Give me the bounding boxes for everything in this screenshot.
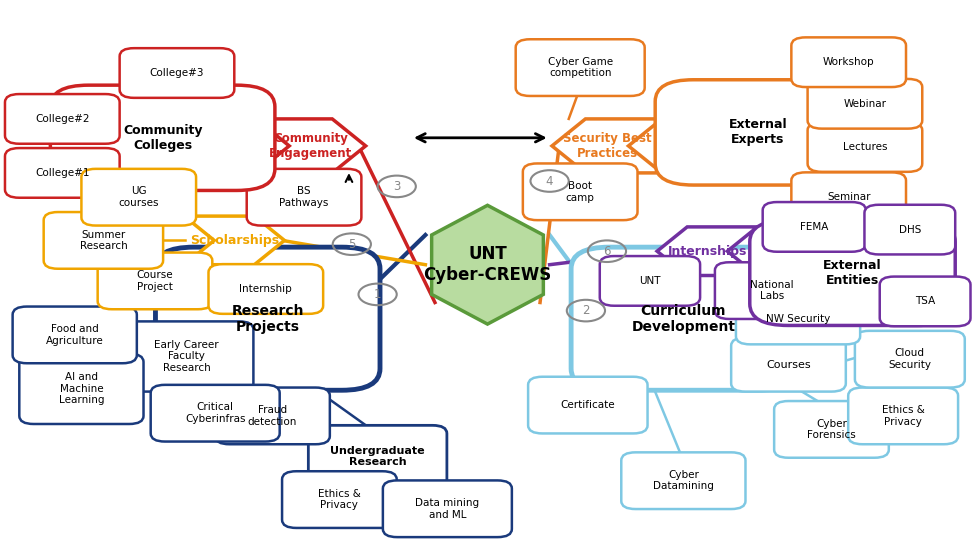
FancyBboxPatch shape [120,321,254,392]
FancyBboxPatch shape [5,94,120,144]
Text: UNT
Cyber-CREWS: UNT Cyber-CREWS [423,245,552,284]
FancyBboxPatch shape [621,452,746,509]
Text: NW Security: NW Security [766,314,830,323]
Text: UG
courses: UG courses [119,186,159,208]
Polygon shape [657,227,758,276]
Text: Summer
Research: Summer Research [80,230,128,251]
Text: 2: 2 [582,304,590,317]
Text: 4: 4 [546,175,554,187]
Text: Courses: Courses [766,360,811,370]
Text: Webinar: Webinar [843,99,886,109]
FancyBboxPatch shape [155,247,380,390]
FancyBboxPatch shape [792,37,906,87]
FancyBboxPatch shape [151,385,280,441]
FancyBboxPatch shape [82,169,196,225]
FancyBboxPatch shape [750,220,956,326]
FancyBboxPatch shape [879,277,970,326]
FancyBboxPatch shape [807,122,922,172]
Text: Cyber Game
competition: Cyber Game competition [548,57,612,78]
Text: UNT: UNT [640,276,661,286]
Text: Fraud
detection: Fraud detection [248,405,297,426]
Text: DHS: DHS [899,225,921,235]
Text: Security Best
Practices: Security Best Practices [563,132,651,160]
FancyBboxPatch shape [98,252,213,309]
Text: College#1: College#1 [35,168,90,178]
Polygon shape [552,119,662,173]
FancyBboxPatch shape [600,256,700,306]
Text: Course
Project: Course Project [136,270,174,291]
FancyBboxPatch shape [792,172,906,222]
FancyBboxPatch shape [523,164,638,220]
Polygon shape [184,216,285,264]
Text: Cyber
Datamining: Cyber Datamining [653,470,714,491]
Text: External
Experts: External Experts [728,118,787,147]
FancyBboxPatch shape [247,169,362,225]
Text: Cyber
Forensics: Cyber Forensics [807,419,856,440]
FancyBboxPatch shape [731,338,845,392]
Text: Boot
camp: Boot camp [566,181,595,203]
FancyBboxPatch shape [655,80,861,185]
Text: Lectures: Lectures [842,142,887,152]
Text: College#3: College#3 [150,68,204,78]
FancyBboxPatch shape [762,202,866,252]
FancyBboxPatch shape [383,480,512,537]
FancyBboxPatch shape [215,387,330,444]
Polygon shape [255,119,366,173]
FancyBboxPatch shape [282,471,397,528]
Text: 1: 1 [373,288,381,301]
Text: Internship: Internship [240,284,292,294]
Polygon shape [432,206,543,324]
Text: FEMA: FEMA [800,222,829,232]
Text: Ethics &
Privacy: Ethics & Privacy [318,489,361,510]
Text: National
Labs: National Labs [751,280,794,301]
FancyBboxPatch shape [865,205,956,255]
FancyBboxPatch shape [209,264,323,314]
Text: BS
Pathways: BS Pathways [280,186,329,208]
FancyBboxPatch shape [774,401,889,458]
Text: Certificate: Certificate [561,400,615,410]
FancyBboxPatch shape [13,306,136,363]
Text: Internships: Internships [668,245,747,258]
Text: Data mining
and ML: Data mining and ML [415,498,480,520]
Text: Seminar: Seminar [827,192,871,202]
Text: College#2: College#2 [35,114,90,124]
FancyBboxPatch shape [308,425,447,488]
Text: AI and
Machine
Learning: AI and Machine Learning [58,372,104,406]
FancyBboxPatch shape [848,387,958,444]
Text: Community
Colleges: Community Colleges [123,124,203,152]
FancyBboxPatch shape [5,148,120,198]
FancyBboxPatch shape [20,354,143,424]
FancyBboxPatch shape [120,48,234,98]
FancyBboxPatch shape [807,79,922,128]
FancyBboxPatch shape [715,262,830,319]
Text: Cloud
Security: Cloud Security [888,348,931,370]
Text: Early Career
Faculty
Research: Early Career Faculty Research [154,340,218,373]
Text: Workshop: Workshop [823,57,875,67]
FancyBboxPatch shape [516,39,644,96]
Text: Food and
Agriculture: Food and Agriculture [46,324,103,345]
Text: 5: 5 [348,237,356,251]
Text: Scholarships: Scholarships [190,234,279,247]
Text: Undergraduate
Research: Undergraduate Research [331,446,425,467]
FancyBboxPatch shape [571,247,796,390]
FancyBboxPatch shape [855,331,965,387]
Text: Ethics &
Privacy: Ethics & Privacy [881,405,924,426]
Text: Research
Projects: Research Projects [231,304,304,334]
FancyBboxPatch shape [528,377,647,434]
FancyBboxPatch shape [51,85,275,191]
Text: Curriculum
Development: Curriculum Development [632,304,735,334]
Text: External
Entities: External Entities [823,259,881,287]
FancyBboxPatch shape [44,212,163,269]
Text: TSA: TSA [915,296,935,306]
Text: 6: 6 [604,245,610,258]
Text: Community
Engagement: Community Engagement [269,132,352,160]
Text: 3: 3 [393,180,401,193]
FancyBboxPatch shape [736,293,860,344]
Text: Critical
Cyberinfras: Critical Cyberinfras [185,402,246,424]
